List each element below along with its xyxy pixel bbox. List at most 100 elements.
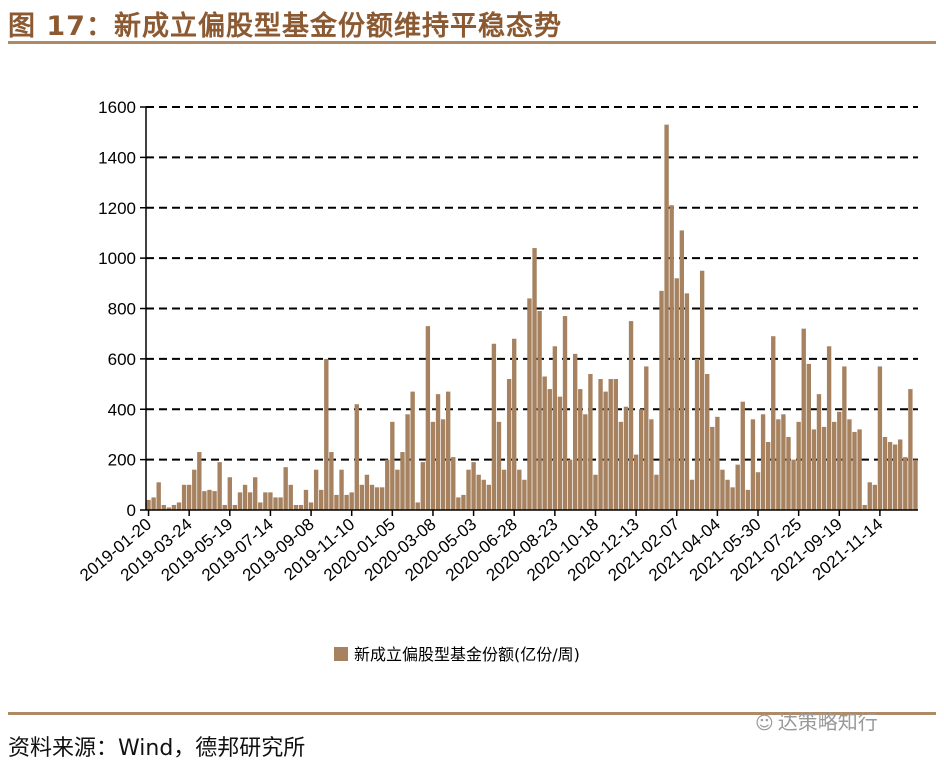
bar <box>852 431 857 510</box>
bar <box>202 491 207 510</box>
bar <box>608 379 613 510</box>
bar <box>786 436 791 510</box>
bar <box>329 452 334 510</box>
watermark: ☺ 达策略知行 <box>755 706 878 735</box>
bar <box>491 343 497 510</box>
bar <box>821 426 827 510</box>
bar <box>430 421 436 510</box>
bar <box>562 316 568 510</box>
bar <box>339 469 344 510</box>
bar <box>415 502 420 510</box>
figure-title: 图 17：新成立偏股型基金份额维持平稳态势 <box>8 11 562 42</box>
bar <box>466 469 471 510</box>
bar <box>771 336 776 510</box>
y-axis-ticks: 0 200 400 600 800 1000 1200 1400 1600 <box>98 98 146 520</box>
bar <box>303 489 309 510</box>
x-axis-ticks: 2019-01-202019-03-242019-05-192019-07-14… <box>76 510 886 585</box>
bar <box>908 389 913 510</box>
bar <box>649 419 654 510</box>
bar <box>359 484 365 510</box>
bar <box>247 492 253 510</box>
y-tick-label: 1400 <box>98 148 136 167</box>
bar <box>390 421 395 510</box>
bar <box>847 419 852 510</box>
bar <box>298 504 304 510</box>
watermark-text: 达策略知行 <box>777 710 878 734</box>
bar <box>806 363 811 510</box>
bar <box>425 326 431 510</box>
bar <box>481 479 486 510</box>
bar <box>324 358 329 511</box>
bar <box>232 504 238 510</box>
bar <box>898 439 903 510</box>
bar <box>405 414 410 510</box>
bar <box>740 401 745 510</box>
bar <box>242 484 248 510</box>
bar <box>237 492 243 510</box>
bar <box>623 406 629 510</box>
bar <box>613 379 618 510</box>
bar <box>644 366 649 510</box>
bar <box>476 474 481 510</box>
bar <box>567 459 573 511</box>
bar <box>506 379 512 510</box>
bar <box>887 441 893 510</box>
bar <box>862 504 867 510</box>
bar <box>903 457 908 510</box>
y-tick-label: 200 <box>108 451 136 470</box>
bar <box>710 426 715 510</box>
bar <box>166 507 172 510</box>
bar <box>618 421 624 510</box>
bar <box>791 459 796 511</box>
y-tick-label: 600 <box>108 350 136 369</box>
bar <box>633 454 639 510</box>
bar <box>552 346 558 510</box>
y-tick-label: 0 <box>127 501 136 520</box>
bar <box>664 124 669 510</box>
bar <box>186 484 192 510</box>
bar <box>486 484 492 510</box>
bar <box>308 502 314 510</box>
bar-series <box>146 124 918 511</box>
bar <box>537 311 542 510</box>
bar <box>379 487 385 510</box>
legend-swatch <box>334 647 348 661</box>
bar <box>171 504 177 510</box>
bar <box>669 205 674 511</box>
y-tick-label: 1200 <box>98 199 136 218</box>
bar <box>161 504 166 510</box>
bar <box>273 497 278 510</box>
bar <box>877 366 883 510</box>
bar-chart: 0 200 400 600 800 1000 1200 1400 1600 2019-01-20… <box>76 98 918 664</box>
bar <box>689 479 695 510</box>
bar <box>435 394 441 510</box>
bar <box>268 492 273 510</box>
bar <box>319 489 324 510</box>
bar <box>451 457 456 510</box>
bar <box>217 462 222 510</box>
bar <box>253 477 258 510</box>
bar <box>344 494 349 510</box>
bar <box>857 429 862 510</box>
bar <box>517 469 522 510</box>
bar <box>842 366 847 510</box>
bar <box>258 502 263 510</box>
bar <box>369 484 375 510</box>
bar <box>151 497 156 510</box>
bar <box>750 419 756 510</box>
bar <box>512 338 517 510</box>
bar <box>263 492 268 510</box>
bar <box>374 487 380 510</box>
y-tick-label: 1000 <box>98 249 136 268</box>
bar <box>420 462 425 510</box>
legend-label: 新成立偏股型基金份额(亿份/周) <box>354 645 580 664</box>
bar <box>659 290 664 510</box>
bar <box>278 497 283 510</box>
bar <box>364 474 370 510</box>
bar <box>725 479 730 510</box>
bar <box>882 436 888 510</box>
bar <box>461 494 466 510</box>
bar <box>572 353 578 510</box>
bar <box>720 469 725 510</box>
bar <box>349 492 354 510</box>
